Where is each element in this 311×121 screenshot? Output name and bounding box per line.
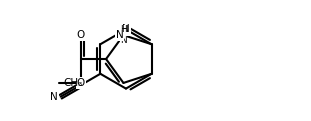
Text: H: H	[122, 25, 128, 34]
Text: H
N: H N	[120, 25, 127, 45]
Text: N: N	[50, 92, 58, 102]
Text: O: O	[77, 78, 85, 88]
Text: O: O	[77, 30, 85, 40]
Text: CH₃: CH₃	[63, 78, 82, 88]
Text: N: N	[122, 24, 130, 34]
Text: N: N	[116, 30, 123, 40]
